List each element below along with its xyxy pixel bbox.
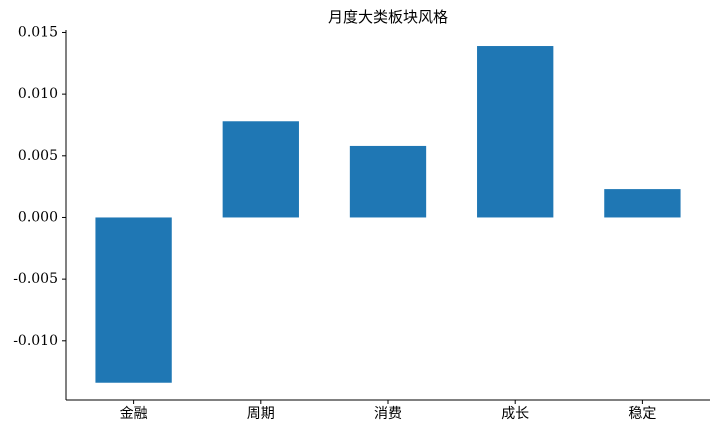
y-tick-label: -0.005 bbox=[13, 271, 58, 287]
bar bbox=[222, 121, 299, 218]
x-tick-label: 周期 bbox=[247, 406, 275, 422]
x-tick-label: 金融 bbox=[120, 406, 148, 422]
y-tick-label: 0.000 bbox=[18, 209, 58, 225]
y-tick-label: 0.015 bbox=[18, 24, 58, 40]
x-tick-label: 成长 bbox=[501, 406, 529, 422]
y-tick-label: -0.010 bbox=[13, 333, 58, 349]
y-tick-label: 0.010 bbox=[18, 86, 58, 102]
bar bbox=[95, 217, 172, 383]
bar bbox=[477, 46, 554, 218]
y-tick-label: 0.005 bbox=[18, 148, 58, 164]
x-tick-label: 稳定 bbox=[628, 406, 656, 422]
bar bbox=[604, 189, 681, 218]
x-tick-label: 消费 bbox=[374, 406, 402, 422]
bar bbox=[349, 145, 427, 218]
chart-title: 月度大类板块风格 bbox=[328, 8, 448, 26]
